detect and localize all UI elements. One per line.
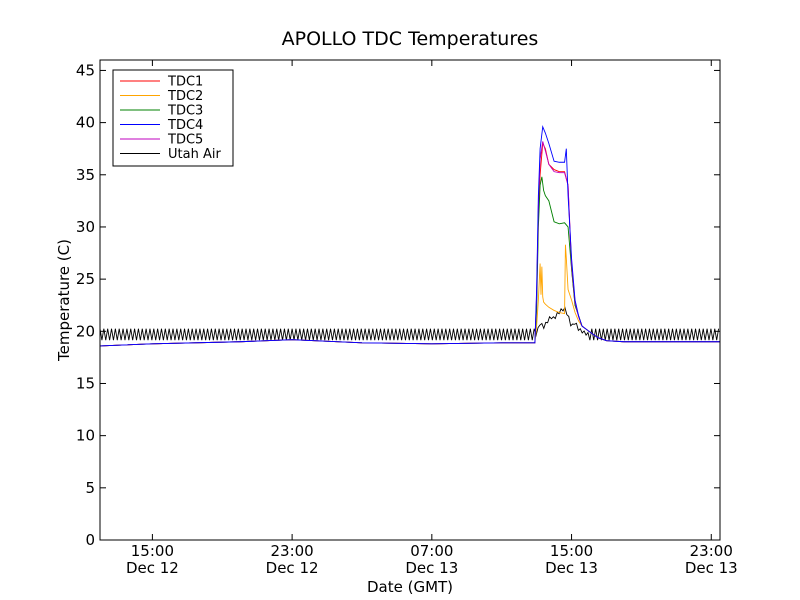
- legend-box: [112, 69, 234, 167]
- series-line-tdc4: [100, 125, 720, 347]
- x-axis-label: Date (GMT): [367, 578, 453, 596]
- x-tick-label-date-3: Dec 13: [545, 559, 598, 577]
- y-tick-label-15: 15: [76, 374, 95, 392]
- x-tick-label-date-4: Dec 13: [685, 559, 738, 577]
- y-tick-label-40: 40: [76, 114, 95, 132]
- legend-label-tdc4: TDC4: [167, 118, 203, 133]
- legend-label-tdc1: TDC1: [167, 75, 203, 90]
- y-tick-label-20: 20: [76, 322, 95, 340]
- y-tick-label-35: 35: [76, 166, 95, 184]
- legend-label-tdc3: TDC3: [167, 104, 203, 119]
- series-layer: [100, 125, 720, 347]
- y-tick-label-25: 25: [76, 270, 95, 288]
- x-tick-label-time-2: 07:00: [410, 542, 453, 560]
- plot-frame: [99, 59, 721, 541]
- y-axis: 0 5 10 15 20 25 30 35 40 45: [76, 61, 720, 549]
- x-tick-label-time-1: 23:00: [270, 542, 313, 560]
- y-tick-label-30: 30: [76, 218, 95, 236]
- y-tick-label-5: 5: [85, 479, 95, 497]
- legend-label-tdc2: TDC2: [167, 89, 203, 104]
- x-tick-label-date-0: Dec 12: [126, 559, 179, 577]
- legend-label-tdc5: TDC5: [167, 133, 203, 148]
- x-tick-label-date-1: Dec 12: [266, 559, 319, 577]
- x-tick-label-time-4: 23:00: [690, 542, 733, 560]
- y-tick-label-45: 45: [76, 61, 95, 79]
- x-tick-label-time-0: 15:00: [131, 542, 174, 560]
- chart-title: APOLLO TDC Temperatures: [282, 28, 539, 50]
- series-line-utah-air: [100, 306, 720, 341]
- y-tick-label-10: 10: [76, 427, 95, 445]
- y-tick-label-0: 0: [85, 531, 95, 549]
- x-tick-label-date-2: Dec 13: [405, 559, 458, 577]
- legend-label-utah-air: Utah Air: [168, 147, 221, 162]
- y-axis-label: Temperature (C): [55, 239, 73, 362]
- x-tick-label-time-3: 15:00: [550, 542, 593, 560]
